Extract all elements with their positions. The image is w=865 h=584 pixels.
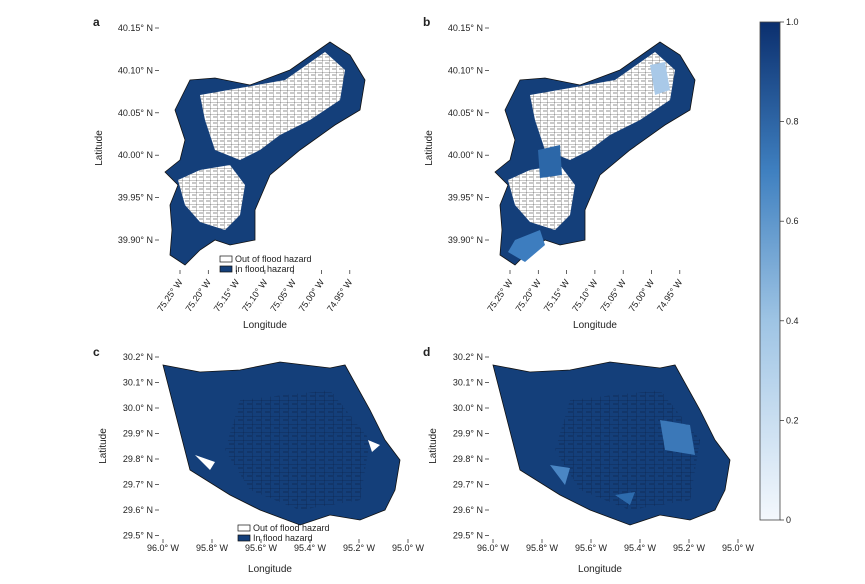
colorbar-tick-label: 0: [786, 515, 791, 525]
x-tick-label: 95.2° W: [343, 543, 376, 553]
y-tick-label: 29.7° N: [453, 480, 483, 490]
y-tick-label: 29.5° N: [123, 531, 153, 541]
x-axis-label: Longitude: [578, 564, 622, 575]
x-tick-label: 75.05° W: [268, 277, 298, 314]
y-tick-label: 30.0° N: [123, 403, 153, 413]
legend-c: Out of flood hazard In flood hazard: [237, 523, 330, 543]
panel-label: c: [93, 345, 100, 359]
legend-label: In flood hazard: [235, 264, 295, 274]
x-tick-label: 96.0° W: [147, 543, 180, 553]
x-tick-label: 95.0° W: [722, 543, 755, 553]
x-tick-label: 95.4° W: [624, 543, 657, 553]
x-tick-label: 74.95° W: [325, 277, 355, 314]
x-axis-label: Longitude: [248, 564, 292, 575]
x-tick-label: 75.10° W: [570, 277, 600, 314]
x-tick-label: 75.25° W: [155, 277, 185, 314]
x-tick-label: 96.0° W: [477, 543, 510, 553]
x-axis-label: Longitude: [573, 320, 617, 331]
y-tick-label: 40.10° N: [448, 65, 483, 75]
y-tick-label: 29.8° N: [123, 454, 153, 464]
y-tick-label: 40.15° N: [448, 23, 483, 33]
x-tick-label: 74.95° W: [655, 277, 685, 314]
map-d: [492, 361, 731, 526]
y-tick-label: 40.05° N: [448, 108, 483, 118]
colorbar-tick-label: 1.0: [786, 17, 799, 27]
y-tick-label: 40.00° N: [448, 150, 483, 160]
y-tick-label: 40.05° N: [118, 108, 153, 118]
colorbar-tick-label: 0.8: [786, 117, 799, 127]
y-tick-label: 29.6° N: [123, 505, 153, 515]
y-tick-label: 39.90° N: [448, 235, 483, 245]
y-tick-label: 39.90° N: [118, 235, 153, 245]
legend-label: Out of flood hazard: [235, 254, 312, 264]
x-tick-label: 75.00° W: [297, 277, 327, 314]
colorbar-tick-label: 0.2: [786, 415, 799, 425]
map-c: [162, 361, 401, 526]
y-tick-label: 40.15° N: [118, 23, 153, 33]
x-tick-label: 75.00° W: [627, 277, 657, 314]
y-tick-label: 30.2° N: [123, 352, 153, 362]
y-tick-label: 30.2° N: [453, 352, 483, 362]
legend-label: In flood hazard: [253, 533, 313, 543]
y-axis-label: Latitude: [428, 428, 439, 464]
panel-label: a: [93, 15, 100, 29]
x-tick-label: 75.05° W: [598, 277, 628, 314]
y-tick-label: 29.8° N: [453, 454, 483, 464]
x-tick-label: 75.15° W: [542, 277, 572, 314]
x-tick-label: 95.8° W: [526, 543, 559, 553]
map-b: [494, 41, 696, 266]
x-tick-label: 95.4° W: [294, 543, 327, 553]
y-tick-label: 29.6° N: [453, 505, 483, 515]
x-axis-label: Longitude: [243, 320, 287, 331]
x-tick-label: 95.0° W: [392, 543, 425, 553]
legend-label: Out of flood hazard: [253, 523, 330, 533]
x-tick-label: 75.20° W: [183, 277, 213, 314]
colorbar: [759, 21, 781, 521]
y-tick-label: 29.5° N: [453, 531, 483, 541]
x-tick-label: 95.8° W: [196, 543, 229, 553]
map-a: [164, 41, 366, 266]
y-tick-label: 40.00° N: [118, 150, 153, 160]
y-tick-label: 29.7° N: [123, 480, 153, 490]
panel-label: b: [423, 15, 430, 29]
y-tick-label: 29.9° N: [453, 429, 483, 439]
y-tick-label: 30.1° N: [453, 378, 483, 388]
y-axis-label: Latitude: [98, 428, 109, 464]
x-tick-label: 95.6° W: [245, 543, 278, 553]
x-tick-label: 95.6° W: [575, 543, 608, 553]
colorbar-tick-label: 0.6: [786, 216, 799, 226]
y-tick-label: 40.10° N: [118, 65, 153, 75]
y-axis-label: Latitude: [424, 130, 435, 166]
y-tick-label: 39.95° N: [448, 193, 483, 203]
x-tick-label: 75.25° W: [485, 277, 515, 314]
x-tick-label: 75.20° W: [513, 277, 543, 314]
legend-a: Out of flood hazard In flood hazard: [219, 254, 312, 274]
y-tick-label: 30.1° N: [123, 378, 153, 388]
y-tick-label: 29.9° N: [123, 429, 153, 439]
x-tick-label: 75.15° W: [212, 277, 242, 314]
colorbar-tick-label: 0.4: [786, 316, 799, 326]
x-tick-label: 95.2° W: [673, 543, 706, 553]
y-axis-label: Latitude: [94, 130, 105, 166]
y-tick-label: 30.0° N: [453, 403, 483, 413]
y-tick-label: 39.95° N: [118, 193, 153, 203]
x-tick-label: 75.10° W: [240, 277, 270, 314]
panel-label: d: [423, 345, 430, 359]
